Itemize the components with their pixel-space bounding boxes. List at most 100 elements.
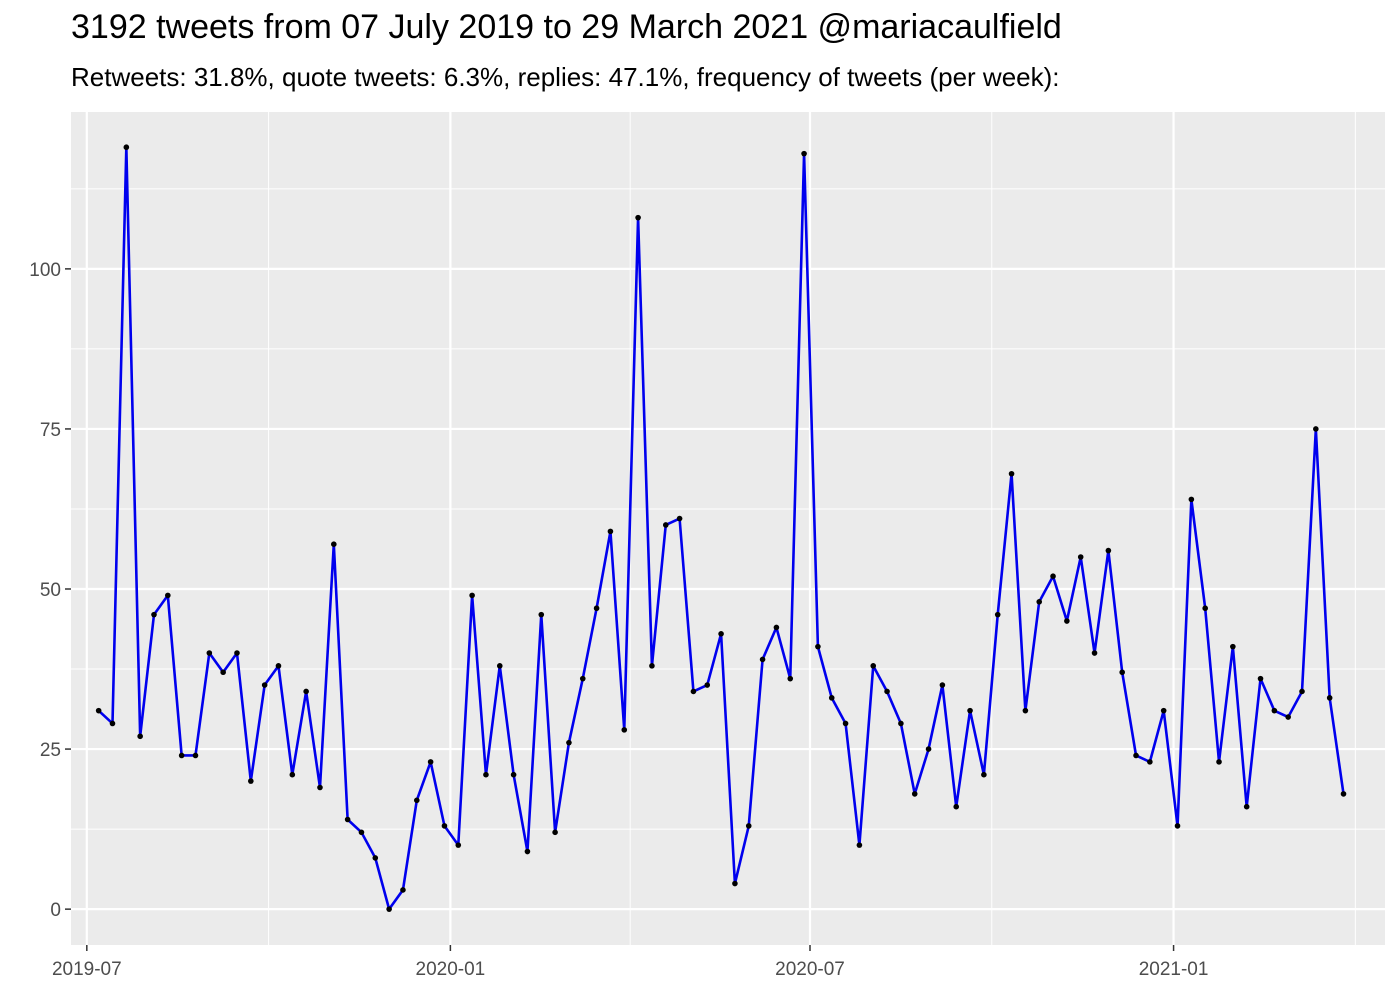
data-point <box>732 880 738 887</box>
data-point <box>1340 791 1347 797</box>
data-point <box>676 515 683 522</box>
data-point <box>261 682 268 688</box>
data-point <box>524 848 531 855</box>
data-point <box>1119 669 1125 676</box>
data-point <box>441 823 448 829</box>
data-point <box>884 688 890 695</box>
data-point <box>994 611 1001 618</box>
data-point <box>566 739 572 746</box>
data-point <box>1008 470 1015 477</box>
data-point <box>427 759 434 765</box>
chart-subtitle: Retweets: 31.8%, quote tweets: 6.3%, rep… <box>71 62 1060 92</box>
x-tick-label: 2020-07 <box>775 959 845 980</box>
data-point <box>1077 554 1084 560</box>
data-point <box>1133 752 1139 759</box>
data-point <box>787 675 794 682</box>
data-point <box>911 791 918 797</box>
data-point <box>344 816 351 823</box>
data-point <box>303 688 309 695</box>
data-point <box>1216 759 1222 765</box>
data-point <box>981 771 987 778</box>
data-point <box>815 643 821 650</box>
data-point <box>607 528 614 535</box>
data-point <box>413 797 420 804</box>
x-tick-label: 2019-07 <box>52 959 122 980</box>
grid-major <box>71 112 1385 945</box>
data-point <box>828 695 835 701</box>
data-point <box>1036 599 1043 605</box>
x-tick-label: 2021-01 <box>1139 959 1209 980</box>
y-tick-label: 75 <box>40 420 61 441</box>
data-point <box>1105 547 1112 554</box>
data-point <box>317 784 323 791</box>
data-point <box>718 631 724 637</box>
data-point <box>538 611 545 618</box>
data-point <box>898 720 904 727</box>
x-axis: 2019-07 2020-01 2020-07 2021-01 <box>52 945 1209 980</box>
data-point <box>635 214 641 221</box>
data-point <box>1064 618 1070 624</box>
y-tick-label: 50 <box>40 580 61 601</box>
points-layer <box>95 144 1347 912</box>
data-point <box>220 669 226 676</box>
data-point <box>593 605 600 612</box>
data-point <box>358 829 365 836</box>
y-tick-label: 100 <box>29 260 61 281</box>
data-point <box>1091 650 1098 656</box>
data-point <box>1147 759 1153 765</box>
y-tick-label: 25 <box>40 740 61 761</box>
data-point <box>649 663 655 669</box>
data-point <box>137 733 143 740</box>
data-point <box>953 803 960 810</box>
data-point <box>234 650 240 656</box>
data-point <box>1299 688 1305 695</box>
data-point <box>801 150 807 157</box>
data-point <box>1188 496 1195 503</box>
data-point <box>289 771 296 778</box>
data-point <box>662 522 669 528</box>
data-point <box>1174 823 1181 829</box>
data-point <box>206 650 213 656</box>
data-point <box>455 842 462 848</box>
data-point <box>483 771 489 778</box>
data-point <box>1202 605 1208 612</box>
data-point <box>1257 675 1264 682</box>
data-point <box>842 720 849 727</box>
data-point <box>165 592 171 599</box>
data-point <box>151 611 157 618</box>
data-point <box>1160 707 1167 714</box>
data-point <box>1326 695 1333 701</box>
x-tick-label: 2020-01 <box>416 959 486 980</box>
data-point <box>1313 426 1319 432</box>
data-point <box>192 752 199 759</box>
data-point <box>773 624 780 631</box>
y-tick-label: 0 <box>50 900 61 921</box>
chart-title: 3192 tweets from 07 July 2019 to 29 Marc… <box>71 8 1062 46</box>
data-point <box>690 688 697 695</box>
data-point <box>759 656 766 663</box>
data-point <box>967 707 973 714</box>
data-point <box>1243 803 1250 810</box>
data-point <box>248 778 254 784</box>
data-point <box>1230 643 1236 650</box>
data-point <box>496 663 503 669</box>
data-point <box>870 663 877 669</box>
data-point <box>469 592 475 599</box>
data-point <box>331 541 337 547</box>
data-point <box>400 887 406 893</box>
data-point <box>856 842 863 848</box>
data-point <box>178 752 185 759</box>
data-point <box>109 720 116 727</box>
data-point <box>510 771 517 778</box>
grid-minor <box>71 112 1385 945</box>
data-point <box>275 663 282 669</box>
data-point <box>1271 707 1278 714</box>
data-point <box>1050 573 1056 579</box>
data-point <box>552 829 558 836</box>
data-point <box>621 727 628 733</box>
data-point <box>123 144 130 151</box>
y-axis: 0 25 50 75 100 <box>29 260 71 921</box>
plot-background <box>71 112 1385 945</box>
data-point <box>1022 707 1029 714</box>
